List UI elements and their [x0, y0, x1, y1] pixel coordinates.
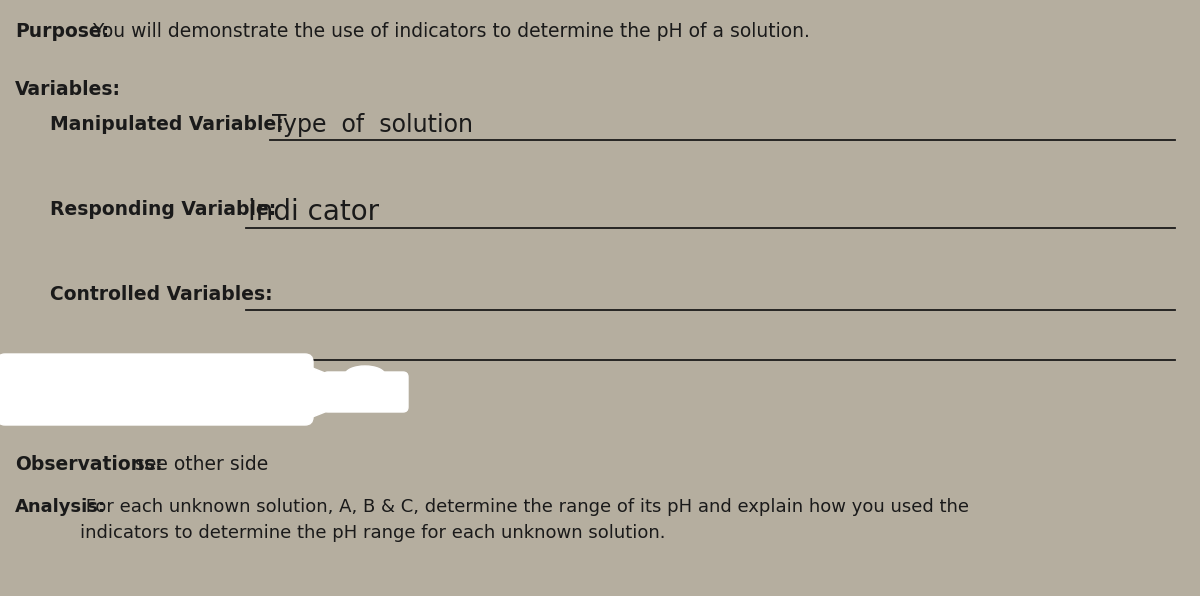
Text: indi cator: indi cator	[248, 198, 379, 226]
Text: Analysis:: Analysis:	[14, 498, 106, 516]
Text: Variables:: Variables:	[14, 80, 121, 99]
Text: see other side: see other side	[124, 455, 269, 474]
FancyBboxPatch shape	[323, 372, 408, 412]
Text: Observations:: Observations:	[14, 455, 163, 474]
Text: Type  of  solution: Type of solution	[272, 113, 473, 137]
Polygon shape	[305, 365, 330, 420]
Ellipse shape	[346, 366, 385, 384]
Text: Manipulated Variable:: Manipulated Variable:	[50, 115, 283, 134]
Text: Controlled Variables:: Controlled Variables:	[50, 285, 272, 304]
Text: Purpose:: Purpose:	[14, 22, 109, 41]
FancyBboxPatch shape	[0, 354, 313, 425]
FancyBboxPatch shape	[0, 360, 40, 415]
Text: For each unknown solution, A, B & C, determine the range of its pH and explain h: For each unknown solution, A, B & C, det…	[80, 498, 970, 542]
Text: You will demonstrate the use of indicators to determine the pH of a solution.: You will demonstrate the use of indicato…	[88, 22, 810, 41]
Text: Responding Variable:: Responding Variable:	[50, 200, 276, 219]
